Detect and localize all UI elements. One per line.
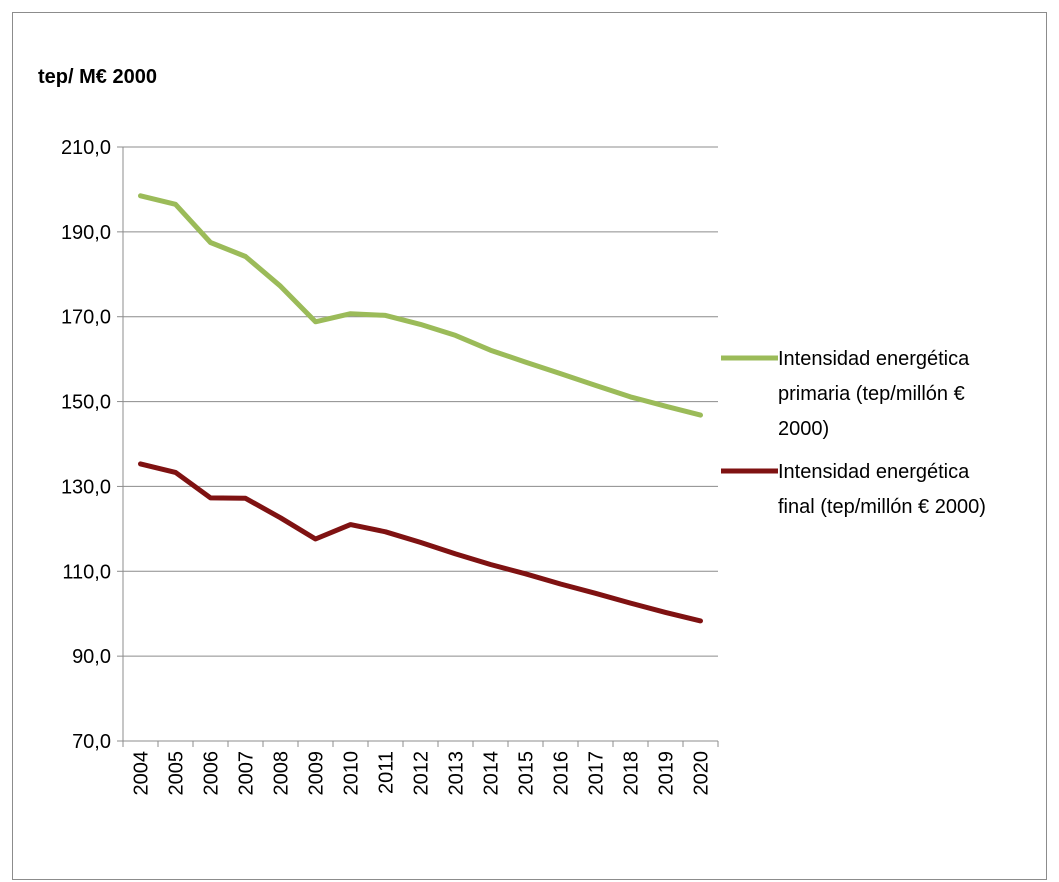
x-tick-label: 2012	[411, 751, 433, 796]
x-tick-label: 2006	[201, 751, 223, 796]
x-tick-label: 2020	[691, 751, 713, 796]
x-tick-label: 2008	[271, 751, 293, 796]
legend-label-1: 2000)	[778, 418, 829, 440]
x-tick-label: 2018	[621, 751, 643, 796]
chart-frame: tep/ M€ 2000 210,0 190,0 170,0 150,0 130,0 11…	[12, 12, 1047, 880]
legend-label-2: Intensidad energética	[778, 461, 970, 483]
chart-svg: tep/ M€ 2000 210,0 190,0 170,0 150,0 130,0 11…	[38, 66, 986, 796]
x-tick-label: 2010	[341, 751, 363, 796]
x-tick-label: 2009	[306, 751, 328, 796]
legend-label-2: final (tep/millón € 2000)	[778, 496, 986, 518]
legend-label-1: Intensidad energética	[778, 348, 970, 370]
x-tick-label: 2005	[166, 751, 188, 796]
y-tick-label: 130,0	[61, 476, 111, 498]
y-tick-label: 70,0	[72, 731, 111, 753]
x-tick-label: 2011	[376, 751, 398, 794]
y-tick-label: 210,0	[61, 137, 111, 159]
y-tick-label: 150,0	[61, 392, 111, 414]
x-tick-label: 2004	[131, 751, 153, 796]
legend-label-1: primaria (tep/millón €	[778, 383, 965, 405]
legend: Intensidad energética primaria (tep/milló…	[721, 348, 986, 518]
x-tick-label: 2007	[236, 751, 258, 796]
y-tick-label: 110,0	[62, 561, 111, 583]
y-tick-label: 190,0	[61, 222, 111, 244]
x-tick-label: 2013	[446, 751, 468, 796]
x-tick-label: 2017	[586, 751, 608, 796]
x-tick-label: 2015	[516, 751, 538, 796]
y-tick-labels: 210,0 190,0 170,0 150,0 130,0 110,0 90,0 70,0	[61, 137, 111, 753]
x-tick-label: 2016	[551, 751, 573, 796]
series-line-2	[138, 461, 703, 624]
x-tick-label: 2019	[656, 751, 678, 796]
grid-lines	[123, 146, 718, 657]
x-tick-label: 2014	[481, 751, 503, 796]
series-line-1	[138, 193, 703, 418]
unit-label: tep/ M€ 2000	[38, 66, 157, 88]
y-tick-label: 90,0	[72, 646, 111, 668]
x-tick-labels: 2004 2005 2006 2007 2008 2009 2010 2011 2012 2013…	[131, 751, 713, 796]
axes	[117, 146, 719, 747]
series-lines	[138, 193, 703, 624]
y-tick-label: 170,0	[61, 307, 111, 329]
